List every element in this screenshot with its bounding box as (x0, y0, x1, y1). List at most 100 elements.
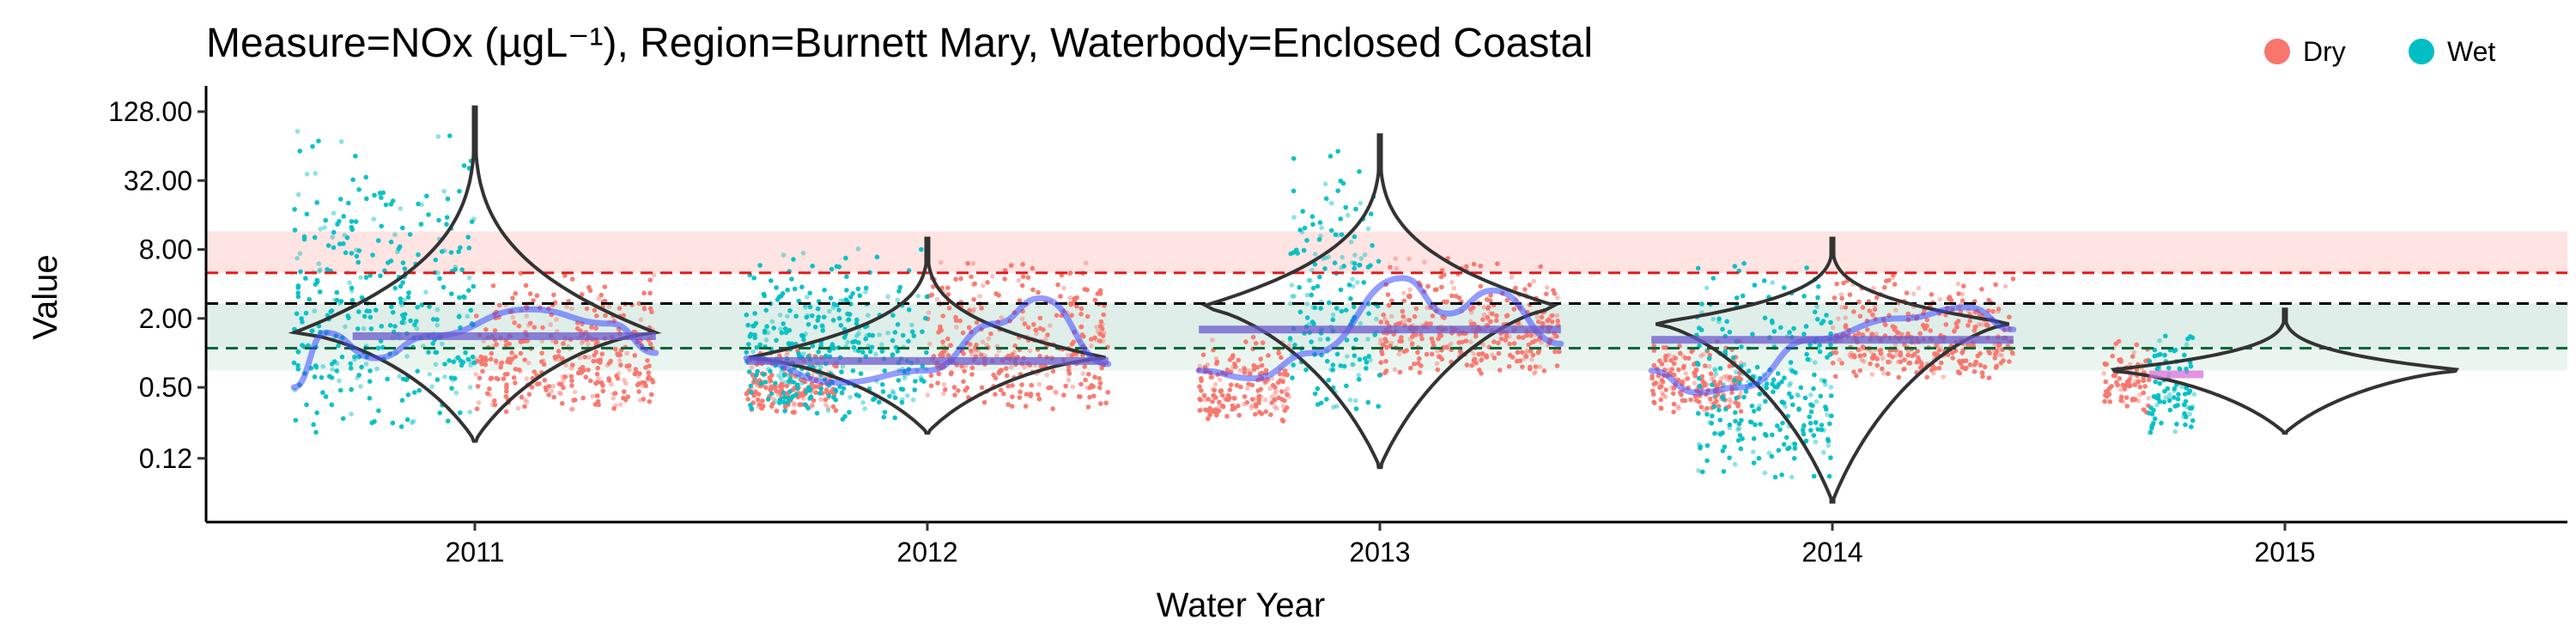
data-point (1833, 349, 1839, 355)
data-point (295, 362, 301, 368)
data-point (1697, 325, 1702, 331)
data-point (988, 331, 993, 337)
data-point (387, 323, 393, 328)
data-point (1406, 256, 1412, 262)
data-point (1041, 327, 1046, 332)
data-point (1857, 368, 1863, 374)
data-point (969, 365, 975, 371)
data-point (981, 283, 986, 289)
data-point (1736, 380, 1742, 386)
data-point (579, 292, 585, 297)
data-point (912, 387, 917, 392)
data-point (493, 358, 499, 364)
data-point (449, 291, 454, 297)
y-tick-label: 32.00 (124, 165, 192, 196)
data-point (790, 393, 796, 399)
data-point (1917, 331, 1923, 337)
data-point (999, 315, 1005, 320)
data-point (434, 317, 440, 323)
y-tick-label: 0.12 (139, 443, 192, 474)
data-point (1050, 406, 1055, 411)
data-point (2148, 429, 2154, 435)
data-point (576, 370, 582, 376)
data-point (611, 396, 617, 401)
data-point (1673, 355, 1679, 361)
y-tick-label: 128.00 (108, 96, 192, 127)
data-point (1749, 404, 1755, 409)
data-point (1874, 331, 1879, 337)
data-point (1422, 259, 1427, 264)
data-point (430, 341, 436, 346)
data-point (1352, 252, 1358, 258)
data-point (650, 380, 656, 385)
data-point (1092, 374, 1097, 380)
data-point (1657, 358, 1662, 364)
data-point (1478, 264, 1484, 269)
data-point (2172, 386, 2178, 392)
data-point (779, 376, 784, 381)
data-point (304, 211, 310, 217)
data-point (998, 387, 1004, 393)
data-point (1078, 306, 1084, 312)
data-point (1206, 408, 1211, 413)
data-point (645, 376, 651, 382)
data-point (1341, 363, 1347, 369)
data-point (1418, 332, 1424, 337)
data-point (1959, 298, 1965, 304)
data-point (313, 363, 319, 368)
data-point (900, 397, 905, 403)
data-point (313, 429, 319, 435)
data-point (1276, 350, 1281, 356)
data-point (456, 249, 461, 254)
data-point (526, 392, 532, 398)
data-point (826, 393, 831, 398)
data-point (823, 397, 829, 403)
data-point (1378, 319, 1383, 325)
data-point (318, 227, 324, 232)
data-point (2184, 366, 2189, 372)
data-point (598, 292, 604, 298)
data-point (1541, 368, 1547, 374)
data-point (2184, 342, 2190, 348)
data-point (1340, 254, 1345, 260)
data-point (1811, 386, 1816, 392)
data-point (1220, 404, 1226, 410)
data-point (553, 356, 559, 362)
data-point (442, 374, 447, 380)
data-point (2166, 398, 2172, 404)
data-point (799, 402, 805, 407)
data-point (1266, 353, 1271, 358)
data-point (292, 207, 297, 212)
data-point (1199, 388, 1204, 393)
data-point (924, 349, 929, 355)
data-point (870, 332, 876, 338)
data-point (1207, 411, 1212, 417)
data-point (483, 327, 489, 332)
data-point (1287, 336, 1293, 341)
data-point (948, 343, 953, 349)
data-point (1771, 389, 1776, 395)
data-point (1727, 374, 1733, 380)
data-point (1494, 313, 1499, 319)
data-point (2147, 359, 2153, 364)
data-point (763, 385, 769, 391)
data-point (1709, 421, 1715, 426)
data-point (1399, 335, 1404, 340)
data-point (643, 365, 648, 370)
data-point (746, 369, 752, 374)
data-point (1899, 331, 1905, 337)
data-point (1309, 214, 1315, 219)
data-point (2154, 366, 2160, 372)
data-point (825, 408, 831, 413)
data-point (2174, 422, 2179, 427)
data-point (534, 381, 540, 387)
data-point (1198, 397, 1203, 403)
data-point (1860, 305, 1866, 310)
data-point (1751, 436, 1757, 441)
data-point (313, 171, 319, 176)
data-point (969, 348, 974, 354)
data-point (2189, 424, 2194, 429)
data-point (967, 307, 972, 313)
data-point (1242, 401, 1247, 407)
data-point (1757, 392, 1762, 397)
